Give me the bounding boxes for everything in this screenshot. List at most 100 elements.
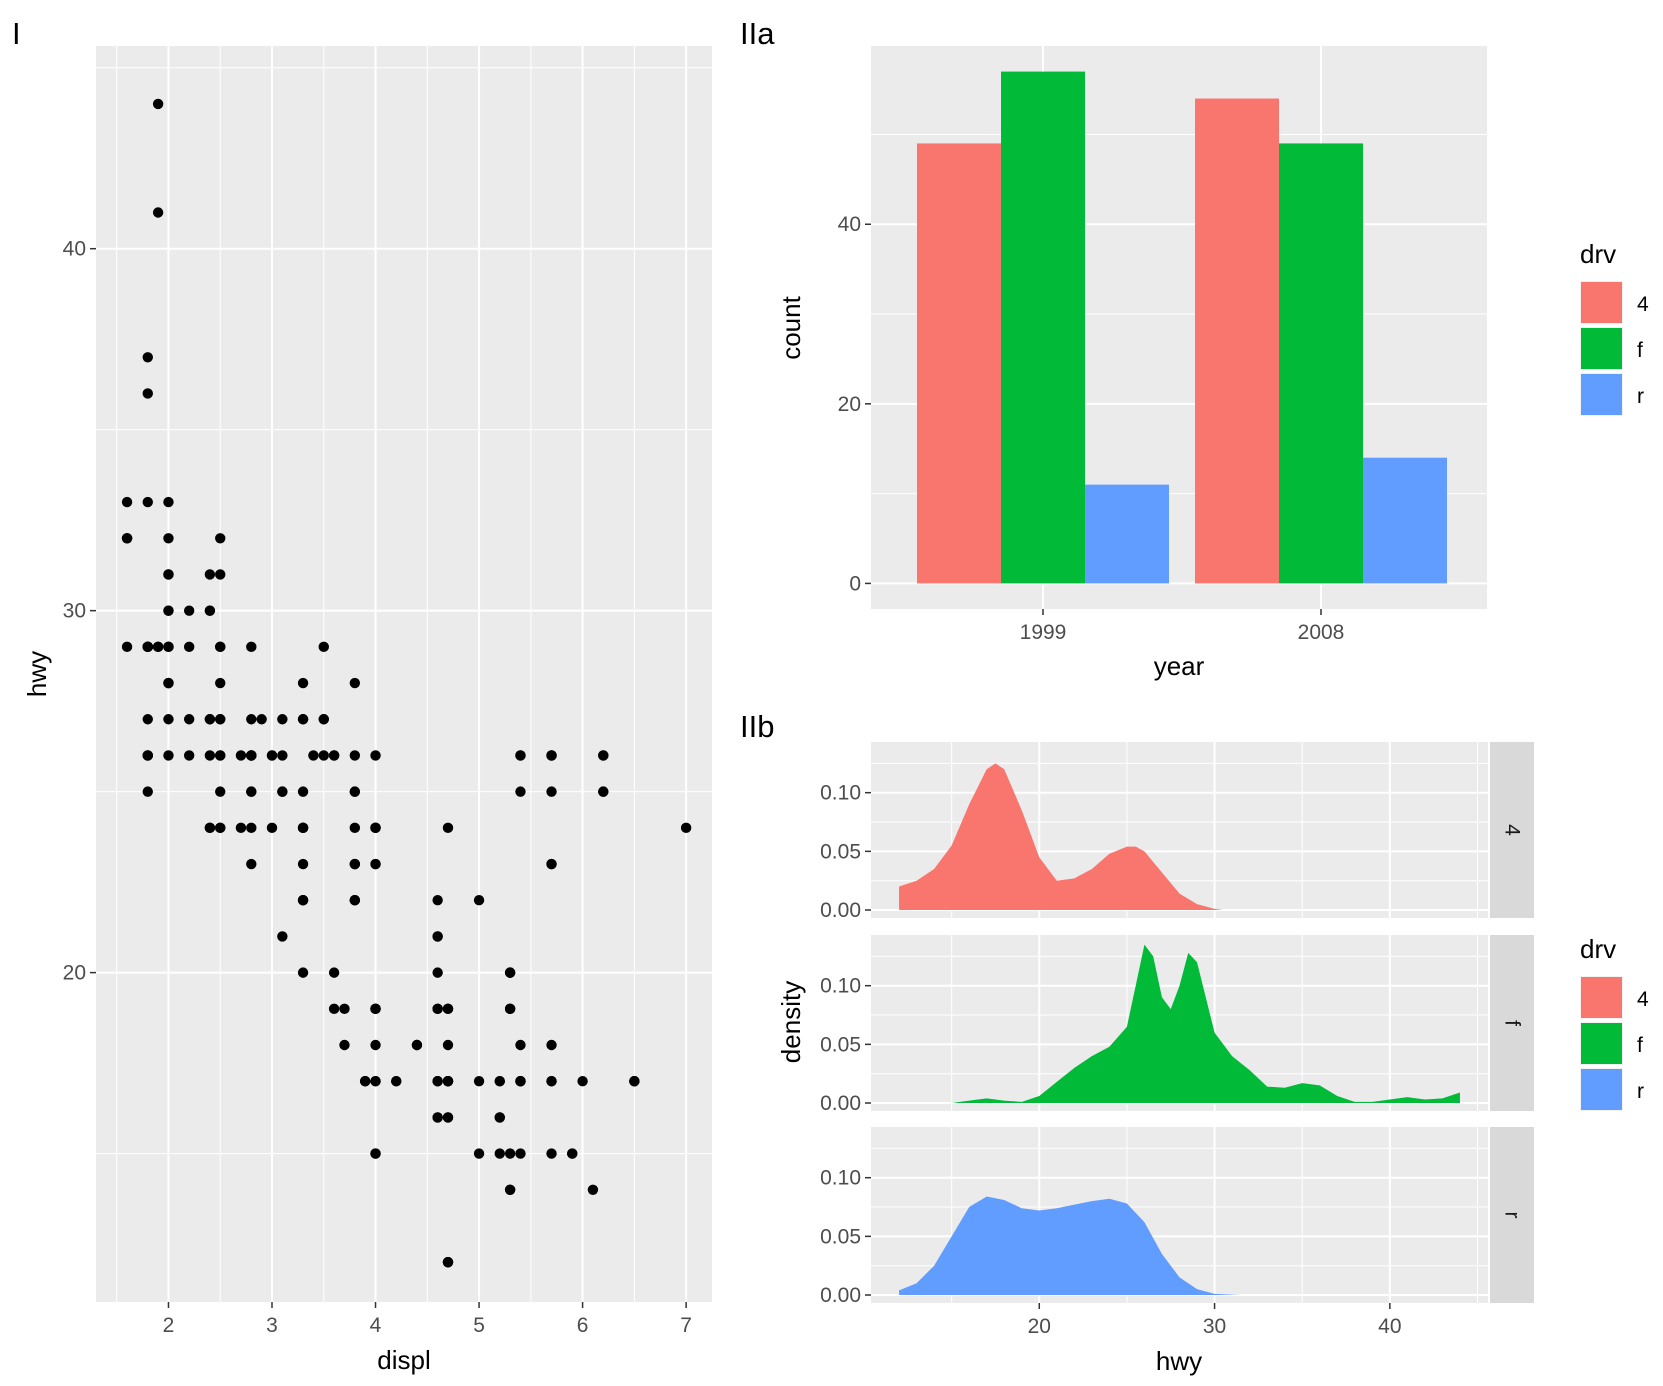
data-point <box>349 895 361 906</box>
data-point <box>442 1256 454 1268</box>
facet-strip-label: 4 <box>1501 824 1524 836</box>
data-point <box>152 207 164 218</box>
data-point <box>442 1112 454 1123</box>
data-point <box>246 750 257 761</box>
facet-strip <box>1490 742 1534 918</box>
data-point <box>546 750 557 761</box>
data-point <box>515 1039 526 1051</box>
data-point <box>297 822 309 834</box>
data-point <box>370 1076 381 1087</box>
data-point <box>432 967 443 978</box>
y-tick-label: 40 <box>838 213 861 236</box>
data-point <box>318 750 329 761</box>
data-point <box>370 1003 381 1015</box>
data-point <box>504 1003 516 1015</box>
bar-4-2008 <box>1195 98 1279 584</box>
scatter-y-label: hwy <box>22 651 52 697</box>
data-point <box>339 1039 350 1051</box>
data-point <box>494 1112 505 1123</box>
data-point <box>215 569 226 580</box>
legend-swatch-r <box>1581 1069 1622 1110</box>
facet-strip <box>1490 935 1534 1111</box>
density-x-label: hwy <box>1156 1346 1202 1376</box>
data-point <box>183 714 195 725</box>
data-point <box>215 822 226 834</box>
legend-title: drv <box>1580 239 1616 269</box>
data-point <box>577 1076 588 1087</box>
data-point <box>297 786 309 797</box>
panel-tag-i: I <box>12 16 21 51</box>
bar-r-2008 <box>1363 457 1447 584</box>
bar-bars <box>917 71 1447 584</box>
density-facet-f: 0.00 0.05 0.10 f <box>820 935 1534 1115</box>
data-point <box>546 1148 557 1159</box>
data-point <box>432 1112 443 1123</box>
data-point <box>370 1148 381 1159</box>
data-point <box>473 1148 485 1159</box>
density-chart: 0.000.050.1040.000.050.10f0.000.050.10r … <box>776 742 1534 1376</box>
x-tick-label: 2 <box>163 1314 175 1337</box>
data-point <box>163 496 174 508</box>
data-point <box>277 786 288 797</box>
bar-r-1999 <box>1085 484 1169 584</box>
data-point <box>349 822 361 834</box>
data-point <box>297 677 309 689</box>
data-point <box>504 1148 516 1159</box>
data-point <box>215 641 226 653</box>
panel-tag-iia: IIa <box>740 16 775 51</box>
bar-chart: 1999 2008 0 20 40 year count <box>776 46 1487 681</box>
data-point <box>598 786 609 797</box>
y-tick-label: 0.10 <box>820 1167 861 1190</box>
data-point <box>680 822 692 834</box>
y-tick-label: 0.05 <box>820 1033 861 1056</box>
data-point <box>504 967 516 978</box>
data-point <box>297 967 309 978</box>
data-point <box>183 605 195 616</box>
data-point <box>432 895 443 906</box>
bar-f-1999 <box>1001 71 1085 584</box>
data-point <box>598 750 609 761</box>
data-point <box>152 98 164 110</box>
data-point <box>204 822 216 834</box>
y-tick-label: 40 <box>63 238 86 261</box>
bar-axes: 1999 2008 0 20 40 <box>838 213 1345 644</box>
data-point <box>152 641 164 653</box>
data-point <box>442 822 454 834</box>
x-tick-label: 5 <box>473 1314 485 1337</box>
bar-4-1999 <box>917 143 1001 584</box>
y-tick-label: 0.10 <box>820 975 861 998</box>
data-point <box>215 786 226 797</box>
x-tick-label: 2008 <box>1298 621 1345 644</box>
data-point <box>473 1076 485 1087</box>
data-point <box>163 533 174 544</box>
legend-label: 4 <box>1637 293 1649 316</box>
legend-swatch-f <box>1581 328 1622 369</box>
scatter-plot: 2 3 4 5 6 7 20 30 40 displ hwy <box>22 46 712 1375</box>
data-point <box>235 822 247 834</box>
x-tick-label: 6 <box>577 1314 589 1337</box>
data-point <box>163 569 174 580</box>
data-point <box>546 1076 557 1087</box>
x-tick-label: 20 <box>1028 1315 1051 1338</box>
data-point <box>121 496 133 508</box>
data-point <box>504 1184 516 1195</box>
scatter-panel-bg <box>96 46 712 1302</box>
legend-title: drv <box>1580 934 1616 964</box>
data-point <box>215 750 226 761</box>
data-point <box>297 714 309 725</box>
data-point <box>142 750 153 761</box>
data-point <box>246 822 257 834</box>
data-point <box>349 750 361 761</box>
data-point <box>142 641 153 653</box>
data-point <box>256 714 267 725</box>
legend-swatch-f <box>1581 1023 1622 1064</box>
facet-strip-label: f <box>1501 1020 1524 1026</box>
panel-tag-iib: IIb <box>740 709 774 744</box>
data-point <box>277 714 288 725</box>
data-point <box>546 786 557 797</box>
data-point <box>142 352 153 363</box>
x-tick-label: 1999 <box>1020 621 1067 644</box>
facet-strip-label: r <box>1501 1212 1524 1219</box>
data-point <box>121 533 133 544</box>
